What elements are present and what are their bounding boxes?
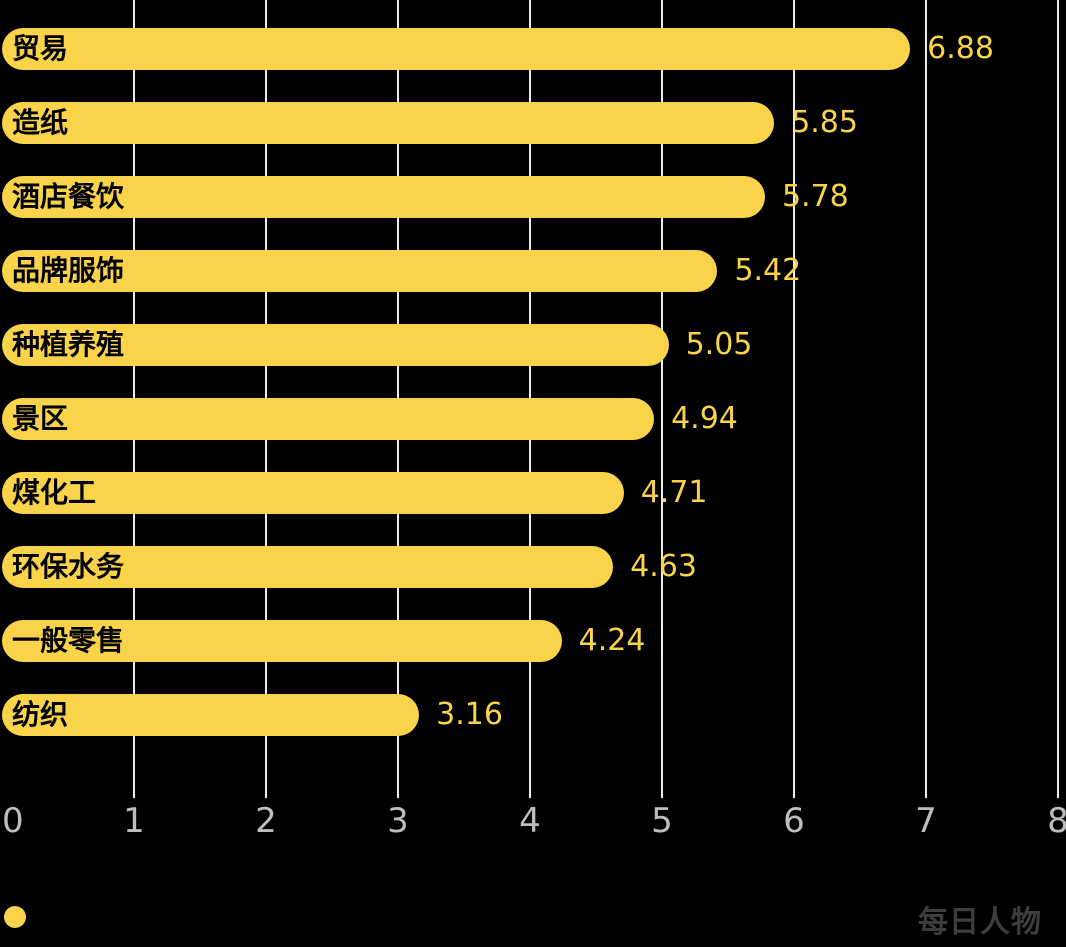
legend-dot-icon xyxy=(4,906,26,928)
bar: 贸易 xyxy=(2,28,911,70)
category-label: 一般零售 xyxy=(12,624,125,657)
bar: 一般零售 xyxy=(2,620,562,662)
bar-row: 煤化工 4.71 xyxy=(2,472,1066,514)
bar-row: 种植养殖 5.05 xyxy=(2,324,1066,366)
bar: 造纸 xyxy=(2,102,775,144)
x-tick-label: 3 xyxy=(387,801,409,841)
category-label: 环保水务 xyxy=(12,550,125,583)
category-label: 煤化工 xyxy=(12,476,97,509)
gridline xyxy=(1057,0,1059,798)
plot-area: 贸易 6.88 造纸 5.85 酒店餐饮 5.78 品牌服饰 5.42 种植养殖 5.05 景区 4.… xyxy=(2,0,1066,798)
x-tick-label: 5 xyxy=(651,801,673,841)
category-label: 贸易 xyxy=(12,32,69,65)
category-label: 种植养殖 xyxy=(12,328,125,361)
category-label: 景区 xyxy=(12,402,69,435)
bar: 纺织 xyxy=(2,694,420,736)
bar: 环保水务 xyxy=(2,546,614,588)
bar: 品牌服饰 xyxy=(2,250,718,292)
value-label: 5.78 xyxy=(781,179,849,214)
category-label: 纺织 xyxy=(12,698,69,731)
bar-row: 造纸 5.85 xyxy=(2,102,1066,144)
value-label: 6.88 xyxy=(927,31,994,66)
bar-row: 环保水务 4.63 xyxy=(2,546,1066,588)
bar: 酒店餐饮 xyxy=(2,176,765,218)
bar-row: 贸易 6.88 xyxy=(2,28,1066,70)
bar-row: 品牌服饰 5.42 xyxy=(2,250,1066,292)
x-axis: 0 1 2 3 4 5 6 7 8 xyxy=(0,801,1066,849)
value-label: 5.85 xyxy=(791,105,858,140)
value-label: 5.42 xyxy=(734,253,802,288)
x-tick-label: 8 xyxy=(1047,801,1066,841)
x-tick-label: 1 xyxy=(123,801,145,841)
value-label: 4.94 xyxy=(671,401,738,436)
x-tick-label: 0 xyxy=(2,801,24,841)
value-label: 4.63 xyxy=(630,549,697,584)
bar-row: 纺织 3.16 xyxy=(2,694,1066,736)
category-label: 造纸 xyxy=(12,106,69,139)
x-tick-label: 7 xyxy=(915,801,937,841)
gridline xyxy=(793,0,795,798)
x-tick-label: 6 xyxy=(783,801,805,841)
bar-row: 酒店餐饮 5.78 xyxy=(2,176,1066,218)
x-tick-label: 4 xyxy=(519,801,541,841)
value-label: 5.05 xyxy=(685,327,753,362)
x-tick-label: 2 xyxy=(255,801,277,841)
bar-row: 一般零售 4.24 xyxy=(2,620,1066,662)
category-label: 品牌服饰 xyxy=(12,254,125,287)
bar-row: 景区 4.94 xyxy=(2,398,1066,440)
value-label: 4.71 xyxy=(640,475,708,510)
brand-watermark: 每日人物 xyxy=(918,905,1042,940)
bar: 种植养殖 xyxy=(2,324,669,366)
value-label: 3.16 xyxy=(436,697,503,732)
bar: 景区 xyxy=(2,398,655,440)
value-label: 4.24 xyxy=(578,623,646,658)
bar: 煤化工 xyxy=(2,472,624,514)
category-label: 酒店餐饮 xyxy=(12,180,125,213)
gridline xyxy=(661,0,663,798)
bar-rows: 贸易 6.88 造纸 5.85 酒店餐饮 5.78 品牌服饰 5.42 种植养殖 5.05 景区 4.… xyxy=(2,28,1066,736)
gridline xyxy=(925,0,927,798)
